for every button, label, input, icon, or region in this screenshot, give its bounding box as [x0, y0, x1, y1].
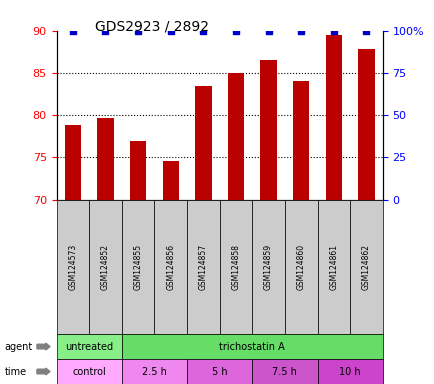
- Text: control: control: [72, 366, 106, 377]
- Text: GSM124573: GSM124573: [68, 244, 77, 290]
- Bar: [162, 161, 178, 384]
- Bar: [358, 49, 374, 384]
- Point: [297, 28, 304, 34]
- Point: [330, 28, 337, 34]
- Text: GSM124855: GSM124855: [133, 244, 142, 290]
- Bar: [227, 73, 243, 384]
- Text: 5 h: 5 h: [211, 366, 227, 377]
- Bar: [260, 60, 276, 384]
- Bar: [195, 86, 211, 384]
- Bar: [65, 125, 81, 384]
- Point: [199, 28, 207, 34]
- Text: agent: agent: [4, 341, 33, 352]
- Text: 7.5 h: 7.5 h: [272, 366, 297, 377]
- Text: 2.5 h: 2.5 h: [141, 366, 167, 377]
- Bar: [325, 35, 341, 384]
- Point: [167, 28, 174, 34]
- Bar: [130, 141, 146, 384]
- Text: GSM124861: GSM124861: [329, 244, 338, 290]
- Text: GSM124862: GSM124862: [361, 244, 370, 290]
- Point: [135, 28, 141, 34]
- Text: time: time: [4, 366, 26, 377]
- Text: GSM124858: GSM124858: [231, 244, 240, 290]
- Text: GSM124860: GSM124860: [296, 244, 305, 290]
- Point: [362, 28, 369, 34]
- Point: [232, 28, 239, 34]
- Text: GSM124859: GSM124859: [263, 244, 273, 290]
- Text: GSM124857: GSM124857: [198, 244, 207, 290]
- Text: 10 h: 10 h: [339, 366, 360, 377]
- Point: [69, 28, 76, 34]
- Text: GSM124856: GSM124856: [166, 244, 175, 290]
- Text: GDS2923 / 2892: GDS2923 / 2892: [95, 19, 209, 33]
- Text: GSM124852: GSM124852: [101, 244, 110, 290]
- Bar: [97, 118, 113, 384]
- Point: [265, 28, 272, 34]
- Bar: [293, 81, 309, 384]
- Point: [102, 28, 108, 34]
- Text: untreated: untreated: [65, 341, 113, 352]
- Text: trichostatin A: trichostatin A: [219, 341, 285, 352]
